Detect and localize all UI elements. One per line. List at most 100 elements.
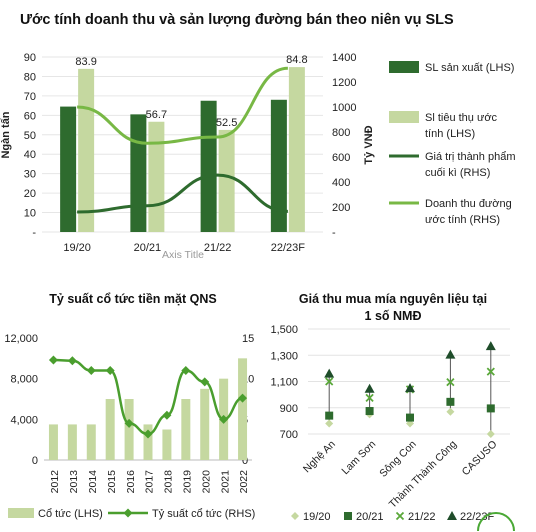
chart3-x-tick: Sông Con	[377, 438, 419, 480]
chart3-point	[364, 383, 375, 393]
chart3-legend-marker	[395, 511, 405, 521]
chart1-series-line	[77, 173, 288, 214]
chart2-point	[67, 356, 77, 366]
chart2-legend: Cổ tức (LHS) Tỷ suất cổ tức (RHS)	[8, 508, 255, 520]
chart3-legend-marker	[344, 512, 352, 520]
chart3-legend: 19/20 20/21 21/22 22/23F	[291, 511, 515, 532]
chart2-x-tick: 2021	[219, 470, 231, 494]
chart2-point	[124, 418, 134, 428]
chart3-title-line1: Giá thu mua mía nguyên liệu tại	[299, 292, 487, 306]
chart1-bar	[130, 114, 147, 232]
chart1-y-tick: 40	[24, 149, 36, 161]
chart2-x-tick: 2019	[181, 470, 193, 494]
chart1-y-tick: 20	[24, 188, 36, 200]
chart1-x-tick: 20/21	[134, 242, 162, 254]
chart1-y2-tick: 1200	[332, 77, 356, 89]
chart2-x-tick: 2012	[49, 470, 61, 494]
chart1-series-line	[77, 66, 289, 145]
chart1-legend-label: cuối kì (RHS)	[425, 167, 490, 179]
chart2-bar	[124, 399, 134, 460]
chart3-point	[406, 413, 414, 422]
chart1-x-tick: 22/23F	[271, 242, 306, 254]
chart-sugar-revenue: Ước tính doanh thu và sản lượng đường bá…	[0, 12, 516, 261]
chart2-bar	[86, 424, 96, 460]
chart1-bar	[60, 106, 77, 232]
chart2-x-tick: 2022	[238, 470, 250, 494]
chart2-point	[48, 355, 58, 365]
chart2-bar	[200, 388, 210, 460]
chart2-y-tick: 8,000	[10, 374, 38, 386]
chart1-bar	[78, 68, 95, 232]
chart2-point	[219, 414, 229, 424]
chart3-y-tick: 700	[280, 429, 298, 441]
chart1-legend-label: Giá trị thành phẩm	[425, 151, 516, 163]
chart3-legend-label: 19/20	[303, 511, 331, 523]
chart1-y-tick: 30	[24, 169, 36, 181]
chart1-bar	[148, 121, 165, 232]
chart-cane-price: Giá thu mua mía nguyên liệu tại 1 số NMĐ…	[270, 292, 515, 532]
chart3-point	[365, 407, 374, 416]
chart1-y2-tick: 600	[332, 152, 350, 164]
chart1-legend-swatch	[389, 61, 419, 73]
chart3-y-tick: 900	[280, 403, 298, 415]
chart2-bar	[181, 399, 191, 460]
chart1-legend-swatch	[389, 111, 419, 123]
chart2-y2-tick: 0	[242, 455, 248, 467]
chart2-x-tick: 2013	[68, 470, 80, 494]
chart1-y2-tick: 1000	[332, 102, 356, 114]
chart1-bar	[218, 129, 235, 232]
chart3-point	[324, 368, 335, 378]
chart1-y2-tick: -	[332, 227, 336, 239]
chart-dividend: Tỷ suất cổ tức tiền mặt QNS 0 4,000 8,000 1…	[4, 292, 255, 520]
chart2-x-tick: 2015	[106, 470, 118, 494]
chart1-legend: SL sản xuất (LHS) Sl tiêu thụ ước tính (LH…	[389, 61, 516, 226]
chart1-x-tick: 19/20	[63, 242, 91, 254]
chart1-bar	[270, 99, 287, 233]
chart3-point	[486, 404, 495, 413]
chart2-point	[143, 429, 153, 439]
chart2-bar	[105, 399, 115, 460]
chart2-x-tick: 2020	[200, 470, 212, 494]
chart2-y-tick: 4,000	[10, 414, 38, 426]
chart2-series-line	[53, 358, 243, 436]
chart3-point	[325, 377, 334, 386]
chart1-y2-tick: 200	[332, 202, 350, 214]
chart2-bar	[143, 424, 153, 460]
chart3-point	[446, 397, 455, 406]
chart1-legend-label: Sl tiêu thụ ước	[425, 112, 498, 124]
chart3-point	[445, 349, 456, 359]
chart3-point	[325, 419, 334, 428]
chart2-point	[200, 377, 210, 387]
chart3-y-tick: 1,100	[270, 377, 298, 389]
chart1-xlabel: Axis Title	[162, 249, 204, 261]
chart1-legend-label: Doanh thu đường	[425, 198, 512, 210]
chart2-point	[162, 410, 172, 420]
chart3-point	[405, 383, 415, 393]
chart1-x-tick: 21/22	[204, 242, 232, 254]
chart2-bar	[238, 358, 248, 460]
chart2-point	[86, 366, 96, 376]
chart2-legend-swatch	[8, 508, 34, 518]
chart3-point	[485, 341, 496, 351]
chart3-point	[486, 367, 495, 376]
chart3-x-tick: Lam Sơn	[339, 438, 378, 477]
chart3-title-line2: 1 số NMĐ	[365, 309, 422, 323]
chart2-point	[181, 366, 191, 376]
chart2-y-tick: 0	[32, 455, 38, 467]
chart3-y-tick: 1,300	[270, 350, 298, 362]
chart2-point	[105, 366, 115, 376]
chart2-x-tick: 2014	[87, 470, 99, 494]
chart1-y-tick: 90	[24, 52, 36, 64]
chart3-point	[365, 393, 374, 403]
chart1-y2label: Tỷ VNĐ	[363, 125, 375, 164]
chart2-x-tick: 2016	[125, 470, 137, 494]
chart3-legend-label: 21/22	[408, 511, 436, 523]
chart3-y-tick: 1,500	[270, 324, 298, 336]
chart1-ylabel: Ngàn tấn	[0, 111, 12, 158]
chart1-data-label: 52.5	[216, 117, 237, 129]
chart1-y-tick: 80	[24, 71, 36, 83]
chart3-point	[325, 411, 334, 420]
chart3-legend-marker	[447, 511, 457, 520]
chart2-legend-marker	[123, 508, 133, 518]
